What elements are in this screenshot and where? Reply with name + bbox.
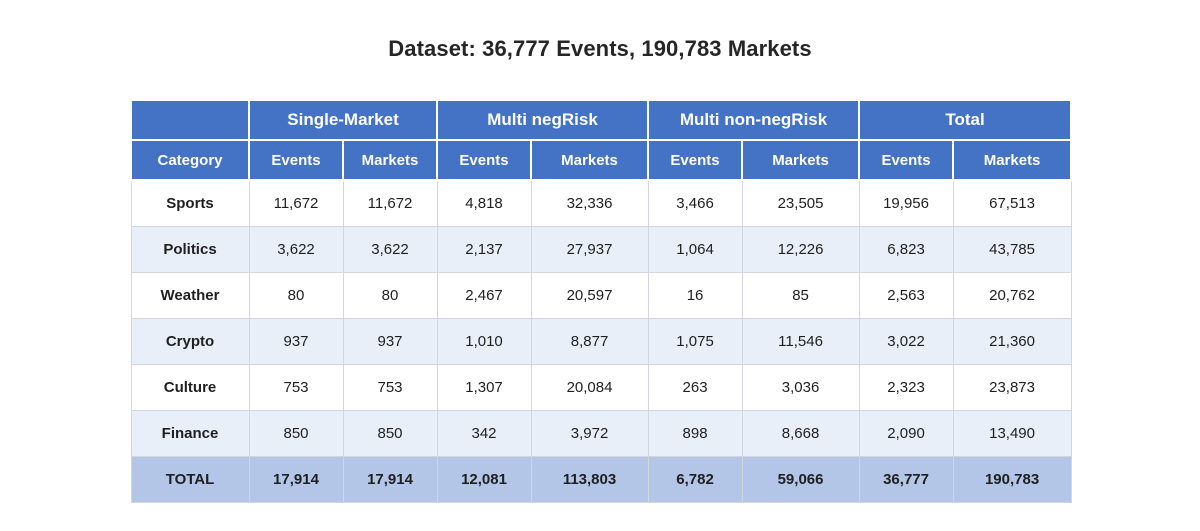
column-group-multi-non-negrisk: Multi non-negRisk — [647, 99, 861, 141]
total-cell: 113,803 — [530, 456, 649, 503]
value-cell: 342 — [436, 410, 532, 457]
table-title: Dataset: 36,777 Events, 190,783 Markets — [388, 36, 812, 61]
category-cell: Culture — [130, 364, 250, 411]
column-header: Events — [858, 139, 955, 181]
value-cell: 8,877 — [530, 318, 649, 365]
value-cell: 898 — [647, 410, 743, 457]
value-cell: 850 — [248, 410, 344, 457]
value-cell: 937 — [248, 318, 344, 365]
table-body: Sports 11,672 11,672 4,818 32,336 3,466 23,505… — [130, 179, 1072, 503]
value-cell: 32,336 — [530, 179, 649, 227]
value-cell: 20,762 — [952, 272, 1072, 319]
value-cell: 20,084 — [530, 364, 649, 411]
value-cell: 67,513 — [952, 179, 1072, 227]
total-row: TOTAL 17,914 17,914 12,081 113,803 6,782… — [130, 456, 1072, 503]
value-cell: 3,036 — [741, 364, 860, 411]
value-cell: 1,010 — [436, 318, 532, 365]
category-cell: Finance — [130, 410, 250, 457]
value-cell: 2,137 — [436, 226, 532, 273]
value-cell: 2,563 — [858, 272, 954, 319]
value-cell: 850 — [342, 410, 438, 457]
total-cell: 6,782 — [647, 456, 743, 503]
category-cell: Weather — [130, 272, 250, 319]
value-cell: 3,022 — [858, 318, 954, 365]
value-cell: 8,668 — [741, 410, 860, 457]
value-cell: 1,075 — [647, 318, 743, 365]
value-cell: 85 — [741, 272, 860, 319]
value-cell: 80 — [248, 272, 344, 319]
value-cell: 1,307 — [436, 364, 532, 411]
total-cell: 17,914 — [248, 456, 344, 503]
column-group-empty — [130, 99, 250, 141]
value-cell: 3,622 — [248, 226, 344, 273]
column-header: Markets — [341, 139, 439, 181]
category-cell: Politics — [130, 226, 250, 273]
table-row: Finance 850 850 342 3,972 898 8,668 2,090 13,490 — [130, 410, 1072, 457]
table-row: Culture 753 753 1,307 20,084 263 3,036 2,323 23,… — [130, 364, 1072, 411]
column-header: Markets — [741, 139, 861, 181]
value-cell: 21,360 — [952, 318, 1072, 365]
value-cell: 27,937 — [530, 226, 649, 273]
value-cell: 23,873 — [952, 364, 1072, 411]
table-row: Sports 11,672 11,672 4,818 32,336 3,466 23,505… — [130, 179, 1072, 227]
table-row: Politics 3,622 3,622 2,137 27,937 1,064 12,226… — [130, 226, 1072, 273]
column-header: Events — [248, 139, 344, 181]
value-cell: 3,622 — [342, 226, 438, 273]
total-cell: 36,777 — [858, 456, 954, 503]
total-cell: 17,914 — [342, 456, 438, 503]
value-cell: 1,064 — [647, 226, 743, 273]
column-header-row: Category Events Markets Events Markets E… — [130, 139, 1073, 181]
value-cell: 753 — [248, 364, 344, 411]
total-cell: 59,066 — [741, 456, 860, 503]
value-cell: 3,466 — [647, 179, 743, 227]
column-group-total: Total — [858, 99, 1073, 141]
category-cell: Crypto — [130, 318, 250, 365]
column-header: Markets — [952, 139, 1073, 181]
value-cell: 3,972 — [530, 410, 649, 457]
value-cell: 11,672 — [342, 179, 438, 227]
total-label-cell: TOTAL — [130, 456, 250, 503]
dataset-table: Single-Market Multi negRisk Multi non-ne… — [130, 99, 1073, 503]
value-cell: 937 — [342, 318, 438, 365]
column-header: Events — [436, 139, 533, 181]
value-cell: 11,546 — [741, 318, 860, 365]
column-header: Events — [647, 139, 744, 181]
column-group-single-market: Single-Market — [247, 99, 439, 141]
value-cell: 6,823 — [858, 226, 954, 273]
value-cell: 12,226 — [741, 226, 860, 273]
value-cell: 753 — [342, 364, 438, 411]
column-header: Markets — [530, 139, 650, 181]
column-group-row: Single-Market Multi negRisk Multi non-ne… — [130, 99, 1073, 141]
value-cell: 263 — [647, 364, 743, 411]
column-group-multi-negrisk: Multi negRisk — [436, 99, 650, 141]
value-cell: 19,956 — [858, 179, 954, 227]
value-cell: 16 — [647, 272, 743, 319]
value-cell: 23,505 — [741, 179, 860, 227]
column-header: Category — [130, 139, 250, 181]
value-cell: 11,672 — [248, 179, 344, 227]
table-row: Crypto 937 937 1,010 8,877 1,075 11,546 3,022 21… — [130, 318, 1072, 365]
value-cell: 43,785 — [952, 226, 1072, 273]
value-cell: 13,490 — [952, 410, 1072, 457]
value-cell: 20,597 — [530, 272, 649, 319]
total-cell: 190,783 — [952, 456, 1072, 503]
table-row: Weather 80 80 2,467 20,597 16 85 2,563 20,762 — [130, 272, 1072, 319]
value-cell: 2,090 — [858, 410, 954, 457]
value-cell: 2,323 — [858, 364, 954, 411]
total-cell: 12,081 — [436, 456, 532, 503]
category-cell: Sports — [130, 179, 250, 227]
value-cell: 2,467 — [436, 272, 532, 319]
value-cell: 80 — [342, 272, 438, 319]
value-cell: 4,818 — [436, 179, 532, 227]
